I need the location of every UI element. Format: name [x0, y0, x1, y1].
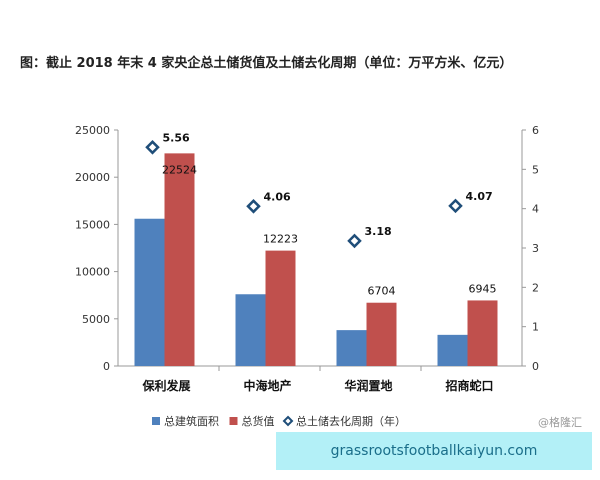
y-right-tick-label: 3 — [532, 242, 539, 255]
watermark: @格隆汇 — [538, 416, 582, 429]
bar-area — [134, 218, 165, 366]
bar-data-label: 12223 — [263, 233, 298, 246]
bar-value — [366, 302, 397, 366]
category-label: 中海地产 — [243, 378, 291, 393]
y-right-tick-label: 0 — [532, 360, 539, 373]
y-right-tick-label: 6 — [532, 124, 539, 137]
banner-text[interactable]: grassrootsfootballkaiyun.com — [330, 443, 538, 459]
category-label: 保利发展 — [141, 378, 190, 393]
marker-data-label: 4.07 — [466, 190, 493, 203]
legend-label: 总货值 — [242, 414, 275, 428]
marker-data-label: 4.06 — [264, 190, 291, 203]
legend-label: 总土储去化周期（年） — [296, 414, 406, 428]
legend-label: 总建筑面积 — [164, 414, 219, 428]
y-right-tick-label: 1 — [532, 321, 539, 334]
category-label: 招商蛇口 — [445, 378, 493, 393]
legend-swatch — [152, 417, 160, 425]
y-left-tick-label: 0 — [103, 360, 110, 373]
legend-swatch — [229, 417, 238, 425]
y-right-tick-label: 4 — [532, 203, 539, 216]
bar-area — [336, 330, 367, 366]
bar-data-label: 6945 — [469, 282, 497, 295]
legend-swatch — [282, 415, 294, 427]
bar-area — [437, 334, 468, 366]
chart-title: 图：截止 2018 年末 4 家央企总土储货值及土储去化周期（单位：万平方米、亿… — [20, 56, 513, 71]
y-left-tick-label: 10000 — [75, 266, 110, 279]
marker-data-label: 5.56 — [163, 131, 190, 144]
bar-data-label: 6704 — [368, 285, 396, 298]
period-marker — [145, 140, 160, 155]
site-banner[interactable]: grassrootsfootballkaiyun.com — [276, 432, 592, 470]
period-marker — [448, 198, 463, 214]
y-right-tick-label: 2 — [532, 281, 539, 294]
bar-value — [164, 153, 195, 366]
marker-data-label: 3.18 — [365, 225, 392, 238]
y-left-tick-label: 20000 — [75, 171, 110, 184]
period-marker — [347, 233, 362, 249]
bar-data-label: 22524 — [162, 163, 197, 176]
bar-value — [265, 250, 296, 366]
y-left-tick-label: 5000 — [82, 313, 110, 326]
period-marker — [246, 199, 261, 214]
y-left-tick-label: 15000 — [75, 218, 110, 231]
bar-value — [467, 300, 498, 366]
y-right-tick-label: 5 — [532, 163, 539, 176]
bar-area — [235, 294, 266, 366]
category-label: 华润置地 — [344, 378, 392, 393]
y-left-tick-label: 25000 — [75, 124, 110, 137]
